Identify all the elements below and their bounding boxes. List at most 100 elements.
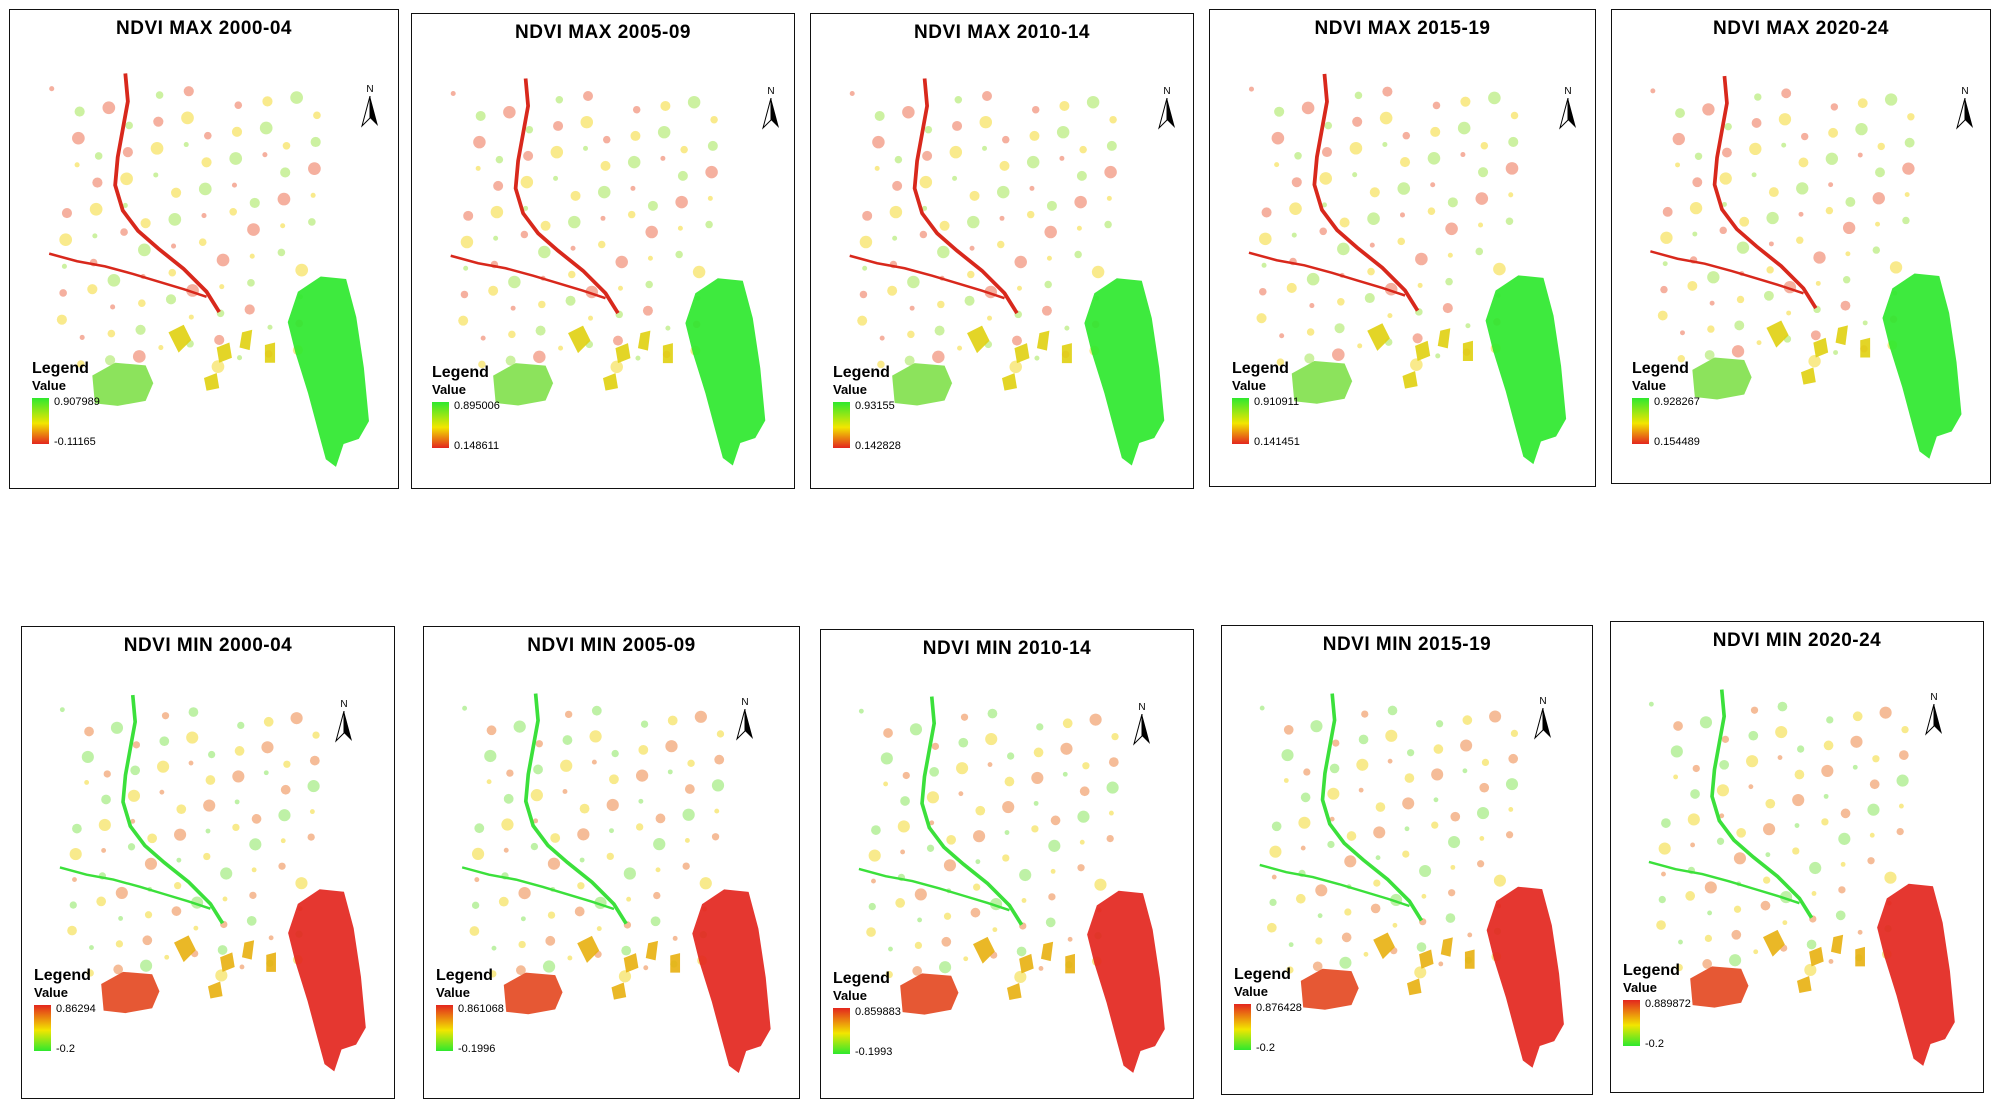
legend-max-value: 0.861068 xyxy=(458,1003,504,1015)
landmass xyxy=(832,76,1137,401)
map-drawing xyxy=(841,694,1165,1073)
legend-max-value: 0.859883 xyxy=(855,1006,901,1018)
river xyxy=(912,78,1019,315)
map-panel-max-2015-19: NDVI MAX 2015-19 N Legend Value 0.910911… xyxy=(1209,9,1596,487)
legend-subtitle: Value xyxy=(833,988,867,1003)
river xyxy=(920,696,1024,926)
landmass xyxy=(42,692,340,1009)
sundarbans-region xyxy=(92,362,154,406)
legend-title: Legend xyxy=(32,360,89,377)
map-drawing xyxy=(1242,691,1564,1068)
north-arrow-icon: N xyxy=(333,699,355,745)
legend-min-value: -0.2 xyxy=(1645,1038,1664,1050)
legend-min-value: -0.1996 xyxy=(458,1043,496,1055)
sundarbans-region xyxy=(892,363,953,406)
legend-subtitle: Value xyxy=(1232,378,1266,393)
legend-max-value: 0.910911 xyxy=(1254,396,1300,408)
sundarbans-region xyxy=(1300,968,1359,1010)
panel-title: NDVI MIN 2010-14 xyxy=(922,638,1092,659)
legend-max-value: 0.907989 xyxy=(54,396,100,408)
chittagong-hill-region xyxy=(287,276,369,467)
north-arrow-icon: N xyxy=(760,86,782,132)
color-ramp xyxy=(833,1008,850,1054)
legend-min-value: 0.148611 xyxy=(454,440,500,452)
map-legend: Legend Value 0.895006 0.148611 xyxy=(432,364,500,452)
river xyxy=(513,78,620,315)
map-legend: Legend Value 0.876428 -0.2 xyxy=(1234,966,1302,1054)
legend-subtitle: Value xyxy=(432,382,466,397)
legend-min-value: -0.11165 xyxy=(54,436,96,448)
map-panel-min-2005-09: NDVI MIN 2005-09 N Legend Value 0.861068… xyxy=(423,626,800,1099)
legend-min-value: -0.1993 xyxy=(855,1046,893,1058)
legend-max-value: 0.928267 xyxy=(1654,396,1700,408)
legend-min-value: -0.2 xyxy=(56,1043,75,1055)
north-label: N xyxy=(1961,86,1969,97)
map-legend: Legend Value 0.859883 -0.1993 xyxy=(833,970,901,1058)
legend-title: Legend xyxy=(833,970,890,987)
legend-min-value: 0.154489 xyxy=(1654,436,1700,448)
north-arrow-icon: N xyxy=(1131,702,1153,748)
north-arrow-icon: N xyxy=(359,84,381,130)
map-panel-min-2010-14: NDVI MIN 2010-14 N Legend Value 0.859883… xyxy=(820,629,1194,1099)
map-legend: Legend Value 0.889872 -0.2 xyxy=(1623,962,1691,1050)
river xyxy=(1710,689,1814,919)
north-arrow-icon: N xyxy=(1156,86,1178,132)
legend-title: Legend xyxy=(1232,360,1289,377)
river xyxy=(121,694,225,925)
legend-title: Legend xyxy=(432,364,489,381)
north-arrow-icon: N xyxy=(1923,692,1945,738)
sundarbans-region xyxy=(101,971,160,1014)
color-ramp xyxy=(1623,1000,1640,1046)
chittagong-hill-region xyxy=(1877,883,1955,1066)
sundarbans-region xyxy=(1692,357,1752,400)
north-arrow-icon: N xyxy=(734,697,756,743)
sundarbans-region xyxy=(1291,360,1353,404)
sundarbans-region xyxy=(503,972,563,1015)
map-panel-min-2000-04: NDVI MIN 2000-04 N Legend Value 0.86294 … xyxy=(21,626,395,1099)
river xyxy=(1712,75,1818,310)
legend-max-value: 0.895006 xyxy=(454,400,500,412)
river xyxy=(461,866,615,911)
panel-title: NDVI MAX 2010-14 xyxy=(914,22,1090,43)
river xyxy=(48,252,207,299)
north-arrow-icon: N xyxy=(1532,696,1554,742)
north-label: N xyxy=(340,699,348,710)
river xyxy=(450,254,606,300)
legend-subtitle: Value xyxy=(833,382,867,397)
landmass xyxy=(445,691,744,1010)
legend-max-value: 0.889872 xyxy=(1645,998,1691,1010)
legend-min-value: 0.142828 xyxy=(855,440,901,452)
map-drawing xyxy=(433,76,766,466)
color-ramp xyxy=(432,402,449,448)
chittagong-hill-region xyxy=(685,278,766,466)
color-ramp xyxy=(833,402,850,448)
landmass xyxy=(841,694,1139,1010)
color-ramp xyxy=(34,1005,51,1051)
chittagong-hill-region xyxy=(1485,275,1567,465)
legend-subtitle: Value xyxy=(1632,378,1666,393)
sundarbans-region xyxy=(900,973,959,1015)
panel-title: NDVI MIN 2005-09 xyxy=(527,635,696,656)
north-label: N xyxy=(1163,86,1171,97)
legend-max-value: 0.93155 xyxy=(855,400,895,412)
map-legend: Legend Value 0.93155 0.142828 xyxy=(833,364,901,452)
legend-subtitle: Value xyxy=(1234,984,1268,999)
legend-title: Legend xyxy=(436,967,493,984)
map-drawing xyxy=(1633,73,1962,459)
map-drawing xyxy=(445,691,771,1074)
north-label: N xyxy=(1539,696,1547,707)
legend-title: Legend xyxy=(1234,966,1291,983)
legend-subtitle: Value xyxy=(436,985,470,1000)
river xyxy=(59,866,211,910)
legend-subtitle: Value xyxy=(34,985,68,1000)
sundarbans-region xyxy=(1690,966,1749,1008)
north-arrow-icon: N xyxy=(1557,86,1579,132)
river xyxy=(1259,863,1410,908)
sundarbans-region xyxy=(493,363,554,406)
legend-max-value: 0.876428 xyxy=(1256,1002,1302,1014)
map-drawing xyxy=(1231,71,1567,465)
chittagong-hill-region xyxy=(1486,886,1564,1068)
map-drawing xyxy=(832,76,1165,466)
panel-title: NDVI MIN 2020-24 xyxy=(1712,630,1882,651)
landmass xyxy=(1231,71,1539,399)
